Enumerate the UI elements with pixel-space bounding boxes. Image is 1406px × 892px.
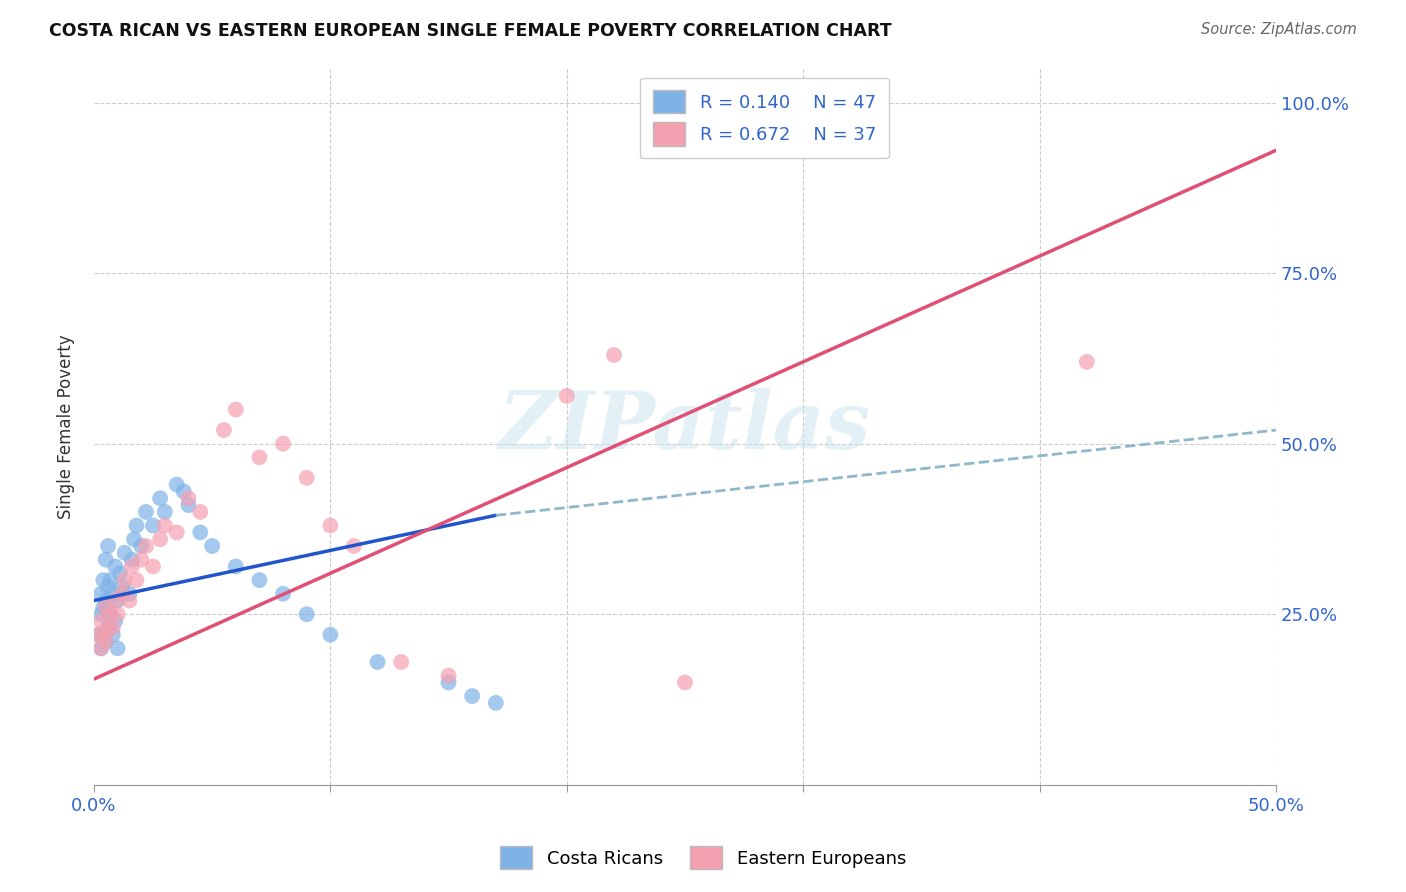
Point: [107, 593, 129, 607]
Point: [93, 600, 115, 615]
Point: [104, 559, 127, 574]
Point: [201, 539, 224, 553]
Point: [125, 573, 148, 587]
Point: [121, 552, 143, 566]
Point: [100, 607, 122, 622]
Point: [166, 477, 188, 491]
Point: [673, 675, 696, 690]
Point: [1076, 355, 1098, 369]
Y-axis label: Single Female Poverty: Single Female Poverty: [58, 334, 75, 519]
Legend: Costa Ricans, Eastern Europeans: Costa Ricans, Eastern Europeans: [491, 838, 915, 879]
Point: [118, 587, 141, 601]
Point: [603, 348, 626, 362]
Point: [101, 628, 124, 642]
Point: [389, 655, 412, 669]
Point: [212, 423, 235, 437]
Point: [107, 607, 129, 622]
Point: [111, 580, 134, 594]
Point: [437, 675, 460, 690]
Point: [129, 552, 152, 566]
Point: [94, 600, 117, 615]
Text: COSTA RICAN VS EASTERN EUROPEAN SINGLE FEMALE POVERTY CORRELATION CHART: COSTA RICAN VS EASTERN EUROPEAN SINGLE F…: [49, 22, 891, 40]
Point: [295, 607, 318, 622]
Point: [461, 689, 484, 703]
Point: [93, 628, 115, 642]
Text: Source: ZipAtlas.com: Source: ZipAtlas.com: [1201, 22, 1357, 37]
Point: [100, 573, 122, 587]
Point: [104, 614, 127, 628]
Point: [94, 634, 117, 648]
Point: [100, 607, 122, 622]
Point: [125, 518, 148, 533]
Point: [129, 539, 152, 553]
Point: [121, 559, 143, 574]
Point: [142, 518, 165, 533]
Point: [114, 573, 136, 587]
Point: [295, 471, 318, 485]
Point: [153, 518, 176, 533]
Point: [111, 587, 134, 601]
Point: [177, 491, 200, 506]
Point: [97, 621, 120, 635]
Point: [94, 552, 117, 566]
Point: [173, 484, 195, 499]
Point: [90, 614, 112, 628]
Point: [149, 532, 172, 546]
Point: [114, 546, 136, 560]
Point: [485, 696, 508, 710]
Legend: R = 0.140    N = 47, R = 0.672    N = 37: R = 0.140 N = 47, R = 0.672 N = 37: [640, 78, 889, 158]
Point: [188, 525, 211, 540]
Point: [343, 539, 366, 553]
Point: [118, 593, 141, 607]
Point: [104, 593, 127, 607]
Point: [153, 505, 176, 519]
Point: [90, 607, 112, 622]
Point: [122, 532, 145, 546]
Point: [87, 628, 110, 642]
Point: [108, 566, 131, 581]
Point: [90, 587, 112, 601]
Point: [249, 450, 271, 465]
Point: [166, 525, 188, 540]
Point: [93, 573, 115, 587]
Point: [94, 593, 117, 607]
Text: ZIPatlas: ZIPatlas: [499, 388, 870, 466]
Point: [87, 628, 110, 642]
Point: [142, 559, 165, 574]
Point: [437, 668, 460, 682]
Point: [188, 505, 211, 519]
Point: [90, 641, 112, 656]
Point: [367, 655, 389, 669]
Point: [249, 573, 271, 587]
Point: [319, 628, 342, 642]
Point: [225, 402, 247, 417]
Point: [101, 587, 124, 601]
Point: [90, 641, 112, 656]
Point: [97, 621, 120, 635]
Point: [271, 436, 294, 450]
Point: [97, 539, 120, 553]
Point: [135, 505, 157, 519]
Point: [149, 491, 172, 506]
Point: [555, 389, 578, 403]
Point: [107, 641, 129, 656]
Point: [101, 621, 124, 635]
Point: [135, 539, 157, 553]
Point: [97, 580, 120, 594]
Point: [271, 587, 294, 601]
Point: [319, 518, 342, 533]
Point: [177, 498, 200, 512]
Point: [93, 628, 115, 642]
Point: [225, 559, 247, 574]
Point: [94, 634, 117, 648]
